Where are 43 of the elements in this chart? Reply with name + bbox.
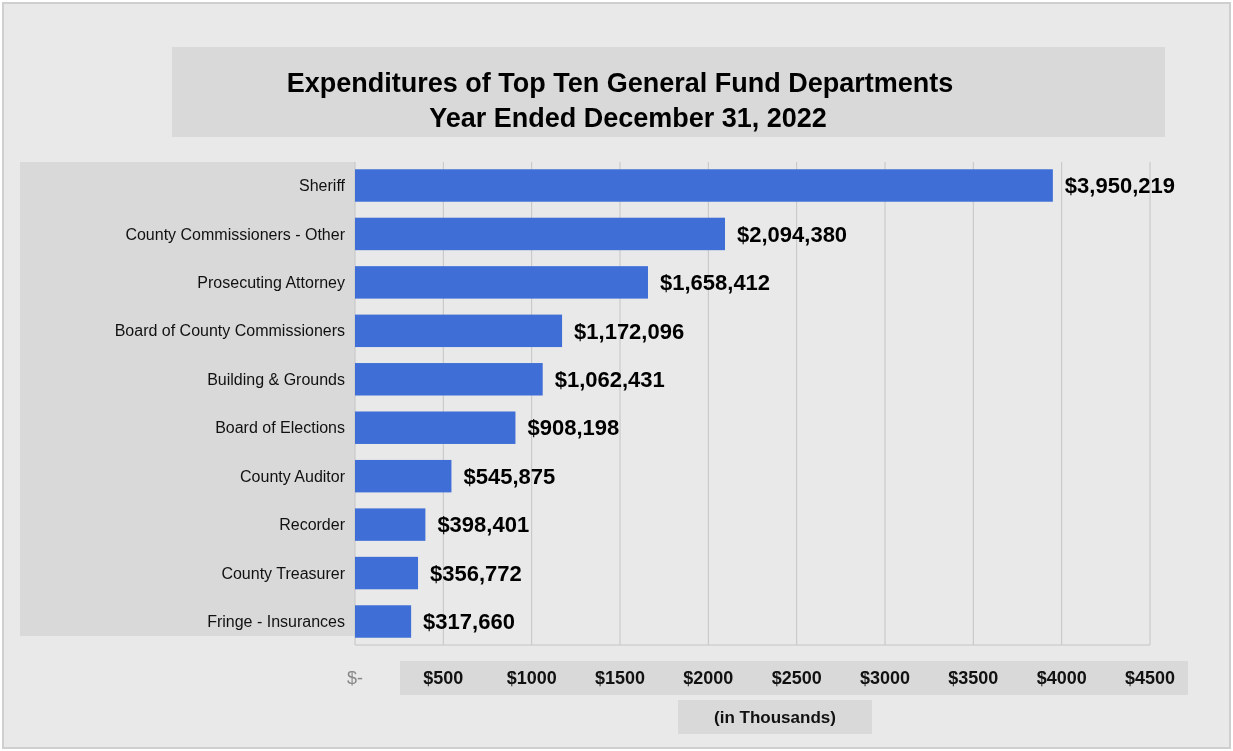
x-tick-label: $1000 xyxy=(506,668,557,688)
y-tick-label: Board of Elections xyxy=(215,419,345,437)
x-tick-label: $2000 xyxy=(683,668,734,688)
y-tick-label: Board of County Commissioners xyxy=(114,322,345,340)
annotation: $545,875 xyxy=(463,463,556,489)
annotation: $356,772 xyxy=(430,560,522,586)
y-tick-label: Sheriff xyxy=(299,177,346,195)
x-tick-label: $2500 xyxy=(771,668,822,688)
annotation: $1,172,096 xyxy=(574,318,685,344)
bar xyxy=(355,508,426,541)
annotation: $317,660 xyxy=(423,609,515,635)
annotation: $2,094,380 xyxy=(737,221,848,247)
y-tick-label: Recorder xyxy=(279,516,346,534)
bar xyxy=(355,411,516,444)
y-tick-label: Prosecuting Attorney xyxy=(197,273,345,291)
bar xyxy=(355,217,726,251)
annotation: $398,401 xyxy=(437,512,530,538)
bar xyxy=(355,169,1053,202)
bar xyxy=(355,556,419,590)
y-tick-label: Fringe - Insurances xyxy=(207,613,345,631)
bar xyxy=(355,266,648,299)
bar xyxy=(355,605,412,638)
y-tick-label: County Auditor xyxy=(240,467,346,485)
x-tick-label: $3000 xyxy=(859,668,911,688)
x-axis-title: (in Thousands) xyxy=(714,708,836,727)
y-tick-label: County Treasurer xyxy=(221,564,346,582)
annotation: $1,658,412 xyxy=(659,270,771,296)
x-tick-label: $4500 xyxy=(1124,668,1176,688)
y-tick-label: County Commissioners - Other xyxy=(125,225,346,243)
bar xyxy=(355,314,563,348)
y-tick-label: Building & Grounds xyxy=(207,370,345,388)
x-tick-label: $3500 xyxy=(948,668,999,688)
chart-subtitle: Year Ended December 31, 2022 xyxy=(429,103,827,133)
bar xyxy=(355,459,452,493)
bar xyxy=(355,363,543,396)
annotation: $1,062,431 xyxy=(554,366,665,392)
chart-title: Expenditures of Top Ten General Fund Departments xyxy=(286,68,954,98)
x-tick-label: $4000 xyxy=(1036,668,1087,688)
annotation: $908,198 xyxy=(527,415,620,441)
x-tick-label: $1500 xyxy=(594,668,646,688)
x-tick-label: $- xyxy=(346,668,364,688)
annotation: $3,950,219 xyxy=(1064,173,1175,199)
x-tick-label: $500 xyxy=(423,668,464,688)
